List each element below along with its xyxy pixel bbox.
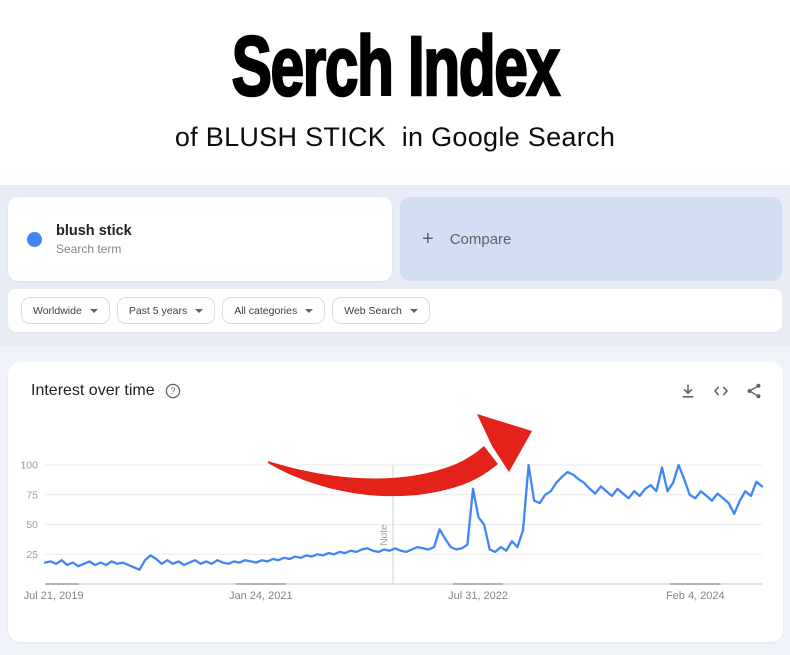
filter-bar: Worldwide Past 5 years All categories We… [8,289,782,332]
page-title: Serch Index [231,19,561,114]
help-circle-icon[interactable]: ? [165,383,181,399]
chevron-down-icon [305,308,314,313]
y-axis-label: 50 [26,519,38,531]
plus-icon: + [422,227,434,250]
chevron-down-icon [409,308,418,313]
chart-section: Interest over time ? [0,346,790,655]
filter-searchtype-dropdown[interactable]: Web Search [332,297,430,324]
filter-region-label: Worldwide [33,304,82,317]
filter-timerange-label: Past 5 years [128,304,188,317]
page-subtitle: of BLUSH STICK in Google Search [174,122,616,152]
filter-searchtype-label: Web Search [344,304,402,317]
search-term-value: blush stick [56,222,132,239]
search-term-card[interactable]: blush stick Search term [8,197,392,281]
search-term-type-label: Search term [56,241,122,256]
chevron-down-icon [89,308,98,313]
filter-timerange-dropdown[interactable]: Past 5 years [116,297,216,324]
x-axis-label: Jul 31, 2022 [448,590,508,602]
interest-over-time-card: Interest over time ? [8,362,783,642]
trend-line-blush-stick [43,463,764,571]
y-axis-label: 75 [26,489,38,501]
filter-region-dropdown[interactable]: Worldwide [21,297,110,324]
chevron-down-icon [195,308,204,313]
note-marker-label: Note [379,524,390,546]
download-icon[interactable] [679,382,697,400]
trends-explore-header: blush stick Search term + Compare Worldw… [0,185,790,346]
x-axis-label: Jan 24, 2021 [229,590,293,602]
interest-over-time-chart[interactable]: 25 50 75 100 Jul 21, 2019 Jan 24, 2021 Jul 31,… [8,362,783,642]
widget-title: Interest over time [31,382,155,399]
title-banner: Serch Index of BLUSH STICK in Google Sea… [0,0,790,185]
compare-add-button[interactable]: + Compare [400,197,782,281]
y-axis-label: 25 [26,549,38,561]
x-axis-label: Jul 21, 2019 [24,590,84,602]
trend-arrow-head [477,414,532,472]
filter-category-label: All categories [234,304,298,317]
y-axis-label: 100 [20,460,38,472]
x-axis-label: Feb 4, 2024 [666,590,725,602]
filter-category-dropdown[interactable]: All categories [222,297,326,324]
compare-label: Compare [449,230,512,248]
embed-code-icon[interactable] [712,382,730,400]
svg-text:?: ? [170,386,175,396]
trend-arrow-body [268,446,498,497]
series-color-dot [27,231,42,247]
share-icon[interactable] [745,382,763,400]
